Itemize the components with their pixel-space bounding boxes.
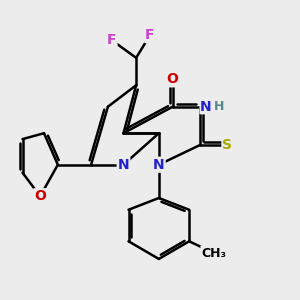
Text: CH₃: CH₃ <box>201 247 226 260</box>
Text: S: S <box>222 138 233 152</box>
Text: N: N <box>153 158 165 172</box>
Text: H: H <box>214 100 224 113</box>
Text: O: O <box>34 189 46 203</box>
Text: O: O <box>167 72 178 86</box>
Text: N: N <box>118 158 129 172</box>
Text: F: F <box>107 33 116 47</box>
Text: N: N <box>200 100 212 114</box>
Text: F: F <box>145 28 155 42</box>
